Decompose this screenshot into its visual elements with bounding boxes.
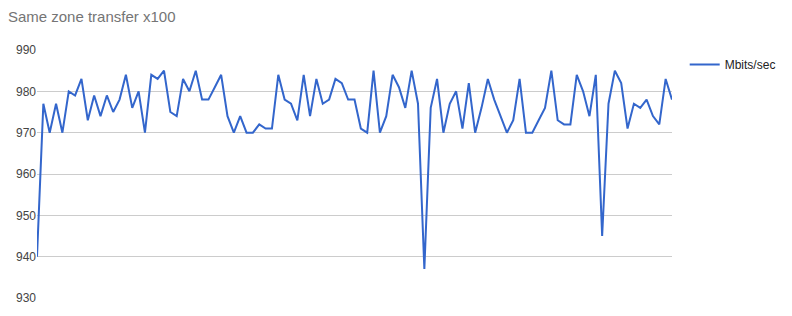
svg-text:980: 980 (16, 85, 36, 99)
svg-text:930: 930 (16, 291, 36, 305)
svg-text:940: 940 (16, 250, 36, 264)
svg-text:990: 990 (16, 43, 36, 57)
svg-text:970: 970 (16, 126, 36, 140)
svg-text:Same zone transfer x100: Same zone transfer x100 (8, 8, 176, 25)
svg-text:950: 950 (16, 209, 36, 223)
svg-text:960: 960 (16, 167, 36, 181)
svg-text:Mbits/sec: Mbits/sec (725, 58, 776, 72)
